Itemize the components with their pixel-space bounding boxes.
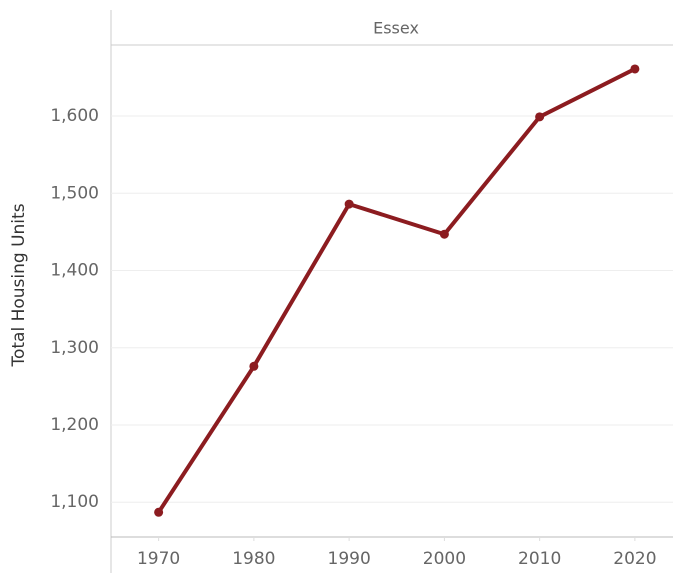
point — [439, 229, 449, 239]
point — [535, 112, 545, 122]
x-tick-label: 2000 — [423, 549, 466, 569]
point — [630, 64, 640, 74]
y-tick-label: 1,500 — [50, 183, 99, 203]
point — [154, 507, 164, 517]
x-tick-label: 1970 — [137, 549, 180, 569]
line — [156, 67, 636, 514]
point — [249, 361, 259, 371]
y-tick-label: 1,100 — [50, 492, 99, 512]
x-tick-label: 2020 — [613, 549, 656, 569]
y-tick-label: 1,300 — [50, 338, 99, 358]
x-tick-label: 2010 — [518, 549, 561, 569]
y-tick-label: 1,600 — [50, 106, 99, 126]
x-tick-label: 1980 — [232, 549, 275, 569]
x-tick-label: 1990 — [328, 549, 371, 569]
panel-title: Essex — [373, 19, 419, 38]
y-tick-label: 1,200 — [50, 415, 99, 435]
point — [344, 199, 354, 209]
y-tick-label: 1,400 — [50, 261, 99, 281]
y-axis-label: Total Housing Units — [9, 203, 29, 367]
